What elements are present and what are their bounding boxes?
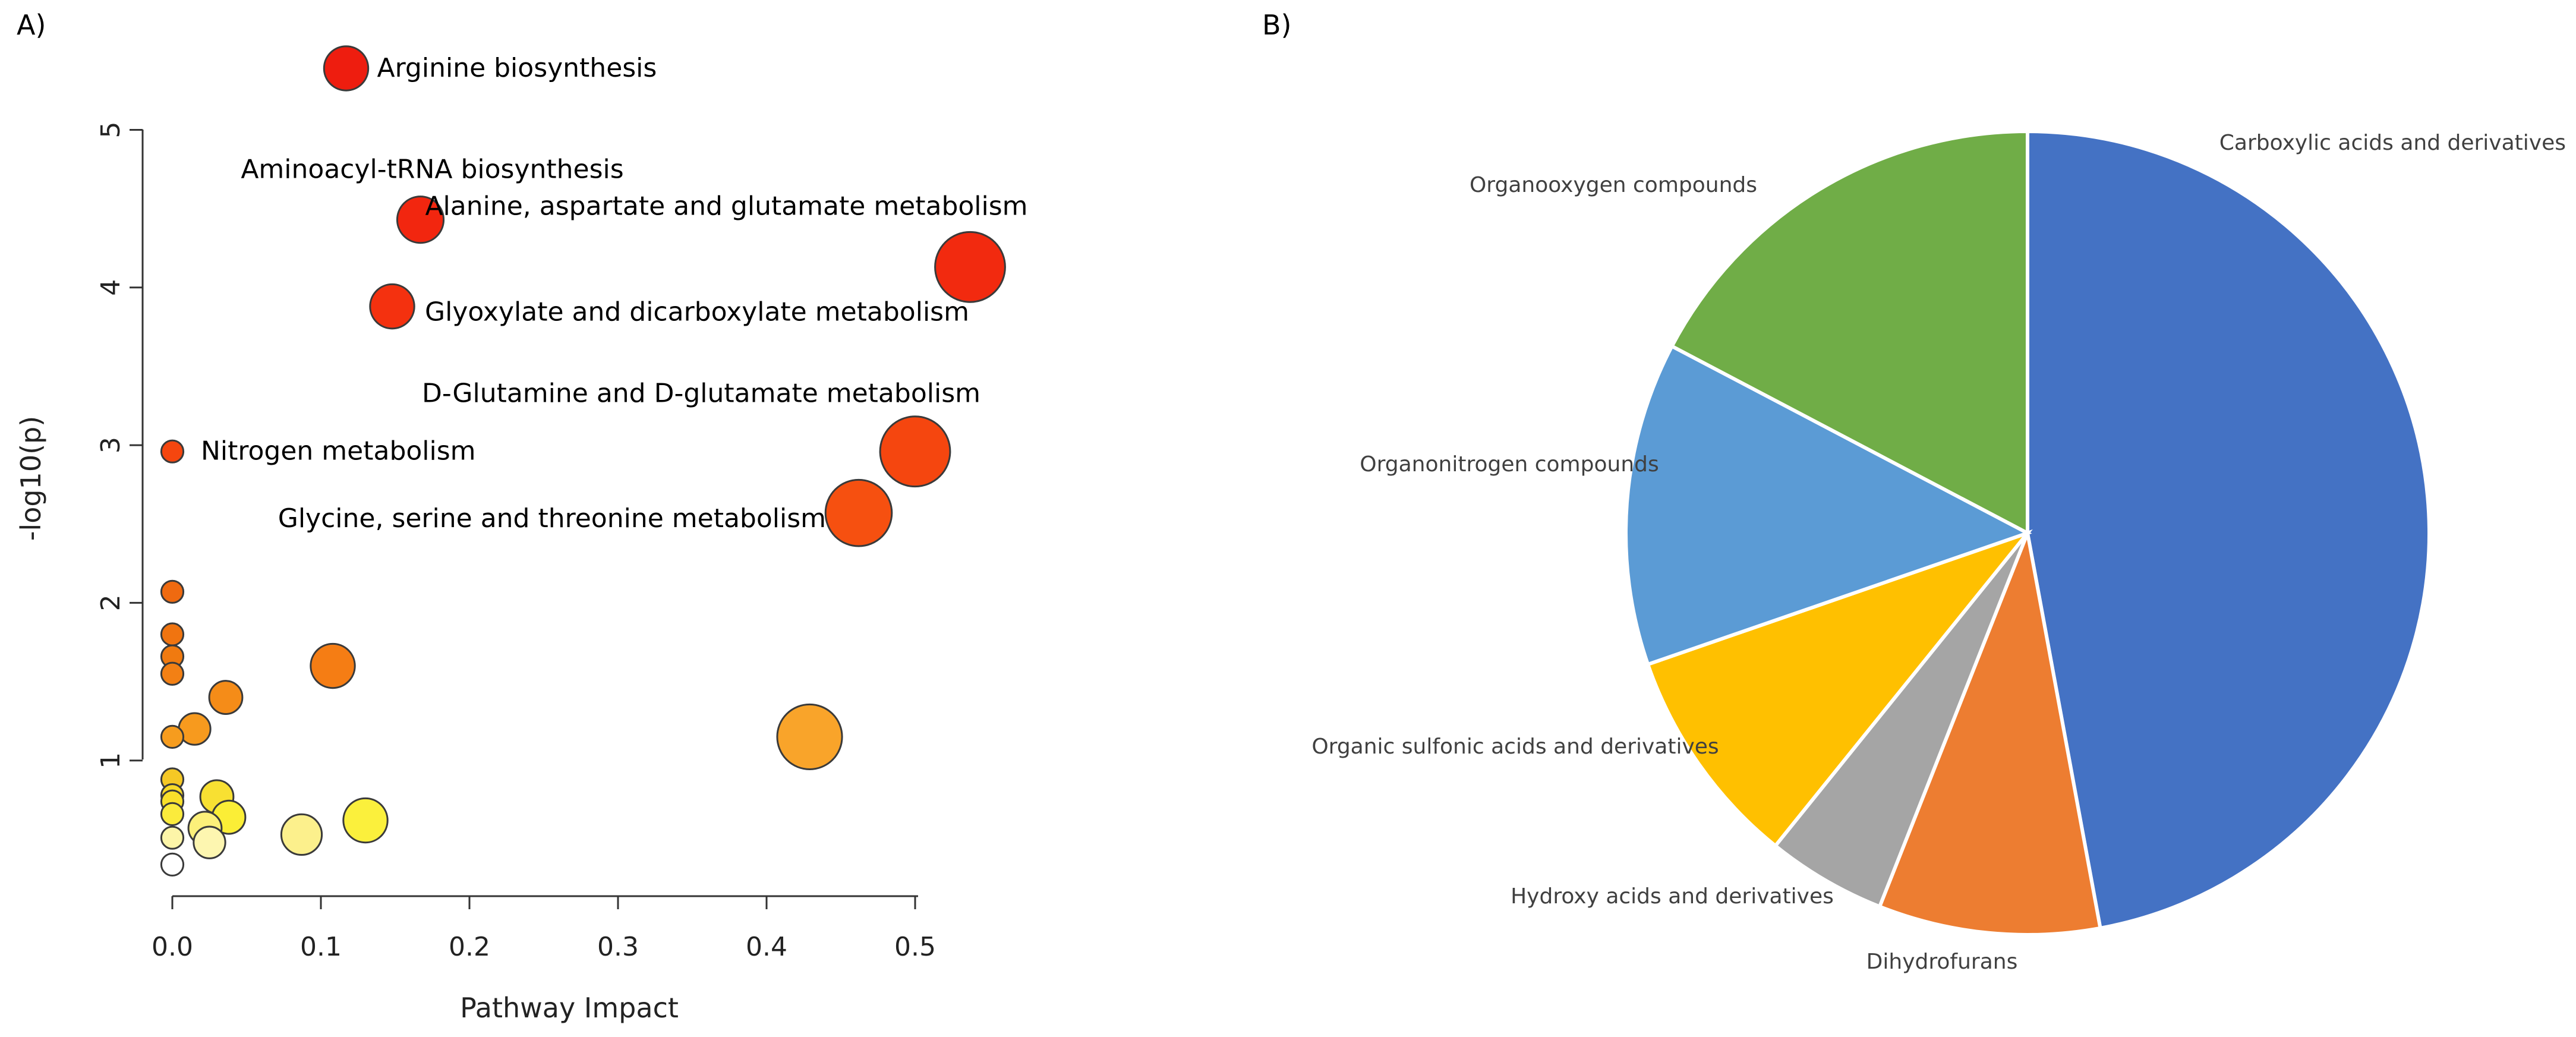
pie-slice-label: Organonitrogen compounds: [1360, 452, 1659, 477]
bubble-point: [396, 196, 445, 244]
x-axis-label: Pathway Impact: [460, 992, 679, 1024]
bubble-point: [160, 622, 185, 647]
bubble-label: D-Glutamine and D-glutamate metabolism: [422, 379, 980, 409]
y-tick-label: 4: [96, 279, 126, 296]
pie-slice: [2026, 129, 2431, 931]
pie-slices: [1624, 129, 2431, 937]
pie-slice: [1669, 129, 2029, 536]
bubble-point: [160, 439, 185, 464]
x-tick-label: 0.2: [449, 932, 490, 962]
bubble-point: [310, 642, 356, 689]
bubble-point: [160, 724, 185, 749]
bubble-point: [160, 661, 185, 686]
bubble-label: Arginine biosynthesis: [377, 53, 657, 83]
bubble-point: [934, 231, 1006, 303]
y-tick-label: 2: [96, 594, 126, 611]
bubble-point: [160, 802, 185, 827]
pie-slice: [1773, 532, 2029, 909]
bubble-point: [160, 852, 185, 877]
bubble-point: [193, 825, 226, 859]
panel-a-label: A): [17, 9, 46, 41]
bubble-label: Nitrogen metabolism: [201, 436, 476, 467]
x-tick-label: 0.0: [152, 932, 193, 962]
y-axis-label: -log10(p): [15, 416, 47, 541]
pie-slice: [1877, 527, 2102, 937]
x-tick-label: 0.3: [597, 932, 639, 962]
x-tick-label: 0.5: [894, 932, 936, 962]
pie-slice-label: Dihydrofurans: [1866, 950, 2018, 974]
bubble-point: [323, 45, 370, 92]
bubble-point: [369, 283, 415, 330]
pie-slice-label: Carboxylic acids and derivatives: [2219, 131, 2566, 155]
bubble-point: [342, 797, 389, 844]
pie-labels: Carboxylic acids and derivatives Dihydrof…: [1311, 131, 2566, 974]
bubble-label: Aminoacyl-tRNA biosynthesis: [241, 155, 623, 185]
pie-slice: [1624, 343, 2032, 667]
y-tick-label: 3: [96, 437, 126, 453]
x-tick-label: 0.4: [746, 932, 787, 962]
bubble-point: [160, 825, 185, 850]
y-tick-label: 1: [96, 752, 126, 769]
pie-slice-label: Hydroxy acids and derivatives: [1511, 884, 1834, 909]
bubble-point: [824, 478, 893, 547]
pie-slice-label: Organic sulfonic acids and derivatives: [1311, 735, 1719, 759]
bubble-point: [208, 680, 244, 715]
bubble-label: Glycine, serine and threonine metabolism: [278, 503, 826, 534]
bubble-point: [160, 579, 185, 604]
bubble-point: [776, 703, 843, 770]
pie-slice: [1645, 529, 2033, 849]
scatter-points: [160, 45, 1006, 877]
bubble-label: Alanine, aspartate and glutamate metabol…: [425, 191, 1027, 221]
panel-b-label: B): [1262, 9, 1292, 41]
bubble-point: [879, 415, 951, 488]
bubble-label: Glyoxylate and dicarboxylate metabolism: [425, 297, 969, 327]
y-tick-label: 5: [96, 122, 126, 138]
scatter-labels: Arginine biosynthesis Aminoacyl-tRNA bios…: [201, 53, 1028, 534]
x-tick-label: 0.1: [300, 932, 342, 962]
bubble-point: [280, 813, 323, 856]
pie-slice-label: Organooxygen compounds: [1470, 173, 1757, 197]
scatter-ticks: 0.0 0.1 0.2 0.3 0.4 0.5 1 2 3 4 5: [96, 122, 936, 963]
